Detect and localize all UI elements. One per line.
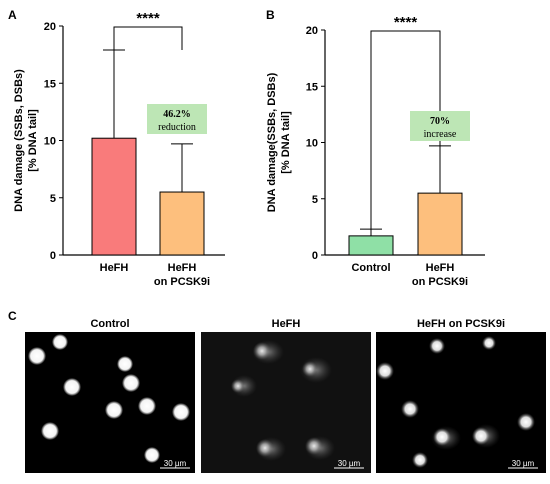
nucleus	[122, 374, 140, 392]
annotation-value: 70%	[430, 116, 450, 127]
annotation-text: reduction	[158, 122, 196, 133]
category-label-line: Control	[351, 262, 390, 274]
nucleus	[138, 397, 156, 415]
significance-bracket	[113, 26, 183, 51]
category-label-line: HeFH	[168, 262, 197, 274]
nucleus	[117, 356, 133, 372]
nucleus	[144, 447, 160, 463]
micrograph-hefh: 30 µm	[201, 332, 371, 473]
nucleus	[305, 437, 323, 455]
y-axis-label: DNA damage (SSBs, DSBs) [% DNA tail]	[13, 69, 39, 212]
scale-bar-hefh-pcsk9i: 30 µm	[512, 459, 535, 468]
bar	[348, 235, 394, 256]
bar	[417, 192, 463, 256]
nucleus	[433, 428, 451, 446]
category-label: HeFH on PCSK9i	[412, 262, 468, 288]
nucleus	[412, 452, 428, 468]
nucleus	[28, 347, 46, 365]
category-label-line: on PCSK9i	[412, 276, 468, 288]
annotation-box	[147, 104, 207, 134]
y-tick-label: 10	[44, 136, 56, 148]
bar	[91, 137, 137, 256]
category-label: HeFH	[100, 262, 129, 274]
category-label-line: HeFH	[426, 262, 455, 274]
panel-label-c: C	[8, 309, 17, 323]
micrograph-title-hefh: HeFH	[272, 318, 301, 330]
category-label: HeFH on PCSK9i	[154, 262, 210, 288]
panel-label-b: B	[266, 8, 275, 22]
y-tick-label: 10	[306, 138, 318, 150]
nucleus	[517, 413, 535, 431]
micrograph-hefh-pcsk9i: 30 µm	[376, 332, 546, 473]
nucleus	[482, 336, 496, 350]
category-label-line: HeFH	[100, 262, 129, 274]
y-tick-label: 20	[306, 25, 318, 37]
y-tick-label: 15	[44, 78, 56, 90]
chart-b: 0 5 10 15 20 DNA damage(SSBs, DSBs) [% DNA tai…	[266, 14, 485, 288]
category-label: Control	[351, 262, 390, 274]
y-tick-label: 0	[50, 250, 56, 262]
micrograph-title-hefh-pcsk9i: HeFH on PCSK9i	[417, 318, 505, 330]
micrograph-control: 30 µm	[25, 332, 195, 473]
micrograph-panel: Control HeFH HeFH on PCSK9i 30 µm	[25, 318, 546, 473]
y-axis-label: DNA damage(SSBs, DSBs) [% DNA tail]	[266, 72, 292, 212]
bar	[159, 191, 205, 256]
nucleus	[376, 362, 394, 380]
nucleus	[302, 361, 318, 377]
y-tick-label: 20	[44, 21, 56, 33]
nucleus	[231, 379, 245, 393]
scale-bar-control: 30 µm	[164, 459, 187, 468]
nucleus	[105, 401, 123, 419]
y-tick-label: 15	[306, 81, 318, 93]
chart-a: 0 5 10 15 20 DNA damage (SSBs, DSBs) [% DNA ta…	[13, 10, 225, 288]
y-tick-label: 5	[50, 193, 56, 205]
micrograph-title-control: Control	[90, 318, 129, 330]
panel-label-a: A	[8, 8, 17, 22]
annotation-text: increase	[424, 129, 457, 140]
category-label-line: on PCSK9i	[154, 276, 210, 288]
significance-stars: ****	[136, 10, 160, 27]
y-axis-label-line: [% DNA tail]	[280, 111, 292, 174]
nucleus	[256, 439, 274, 457]
nucleus	[429, 338, 445, 354]
y-axis-label-line: DNA damage(SSBs, DSBs)	[266, 72, 278, 212]
significance-bracket	[370, 30, 441, 230]
y-tick-label: 5	[312, 194, 318, 206]
nucleus	[472, 427, 490, 445]
annotation-box	[410, 111, 470, 141]
nucleus	[401, 400, 419, 418]
significance-stars: ****	[394, 14, 418, 31]
y-axis-label-line: [% DNA tail]	[27, 109, 39, 172]
nucleus	[172, 403, 190, 421]
nucleus	[253, 342, 271, 360]
nucleus	[52, 334, 68, 350]
scale-bar-hefh: 30 µm	[338, 459, 361, 468]
annotation-value: 46.2%	[163, 109, 191, 120]
y-tick-label: 0	[312, 250, 318, 262]
nucleus	[41, 422, 59, 440]
nucleus	[63, 378, 81, 396]
y-axis-label-line: DNA damage (SSBs, DSBs)	[13, 69, 25, 212]
